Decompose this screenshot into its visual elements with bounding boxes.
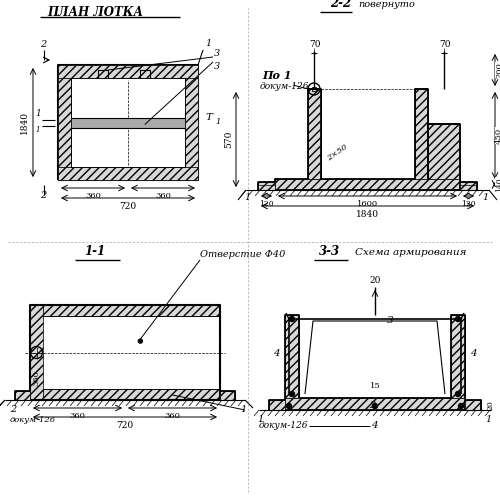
- Text: 4: 4: [470, 350, 476, 358]
- Text: 2×50: 2×50: [326, 143, 349, 163]
- Text: повернуто: повернуто: [358, 0, 415, 9]
- Text: 1600: 1600: [357, 200, 378, 208]
- Bar: [275, 179, 460, 190]
- Text: 720: 720: [120, 202, 136, 211]
- Text: 360: 360: [164, 412, 180, 420]
- Circle shape: [138, 339, 142, 343]
- Text: Отверстие Ф40: Отверстие Ф40: [200, 250, 286, 259]
- Text: 120: 120: [461, 200, 476, 208]
- Bar: [460, 182, 477, 190]
- Text: 2: 2: [40, 40, 46, 49]
- Text: 1: 1: [35, 110, 41, 118]
- Text: 3: 3: [387, 316, 394, 325]
- Text: 2: 2: [40, 191, 46, 200]
- Text: 1840: 1840: [356, 210, 379, 219]
- Text: 3: 3: [214, 62, 220, 71]
- Bar: [58, 78, 71, 167]
- Text: 1: 1: [205, 39, 211, 48]
- Text: 720: 720: [116, 421, 134, 430]
- Text: 140: 140: [495, 177, 500, 192]
- Text: По 1: По 1: [262, 70, 292, 81]
- Text: 20: 20: [486, 400, 494, 410]
- Bar: [220, 391, 235, 400]
- Text: 20: 20: [370, 276, 380, 285]
- Text: докум-126: докум-126: [260, 82, 310, 91]
- Bar: [414, 89, 428, 179]
- Bar: [428, 124, 460, 179]
- Text: 1: 1: [482, 193, 488, 202]
- Circle shape: [458, 404, 464, 408]
- Text: докум-126: докум-126: [10, 416, 56, 424]
- Text: 360: 360: [32, 370, 40, 386]
- Circle shape: [456, 316, 460, 322]
- Text: 2: 2: [369, 401, 375, 410]
- Text: 1: 1: [485, 415, 491, 424]
- Circle shape: [372, 404, 378, 408]
- Text: 1: 1: [244, 193, 250, 202]
- Text: 1840: 1840: [20, 111, 29, 134]
- Bar: [285, 398, 465, 410]
- Text: 1-1: 1-1: [84, 245, 105, 258]
- Bar: [465, 400, 481, 410]
- Circle shape: [290, 392, 294, 396]
- Text: 360: 360: [70, 412, 86, 420]
- Text: 4: 4: [371, 421, 378, 430]
- Text: 3-3: 3-3: [320, 245, 340, 258]
- Text: 360: 360: [85, 192, 101, 200]
- Bar: [71, 118, 185, 128]
- Text: Схема армирования: Схема армирования: [355, 248, 467, 257]
- Bar: [30, 305, 43, 400]
- Bar: [451, 315, 465, 398]
- Bar: [58, 167, 198, 180]
- Text: T: T: [206, 114, 213, 122]
- Bar: [43, 305, 220, 316]
- Text: 120: 120: [259, 200, 274, 208]
- Text: 1: 1: [257, 415, 263, 424]
- Bar: [15, 391, 30, 400]
- Text: 450: 450: [495, 128, 500, 144]
- Bar: [258, 182, 275, 190]
- Text: 2: 2: [10, 405, 16, 414]
- Text: 1: 1: [215, 118, 220, 126]
- Bar: [43, 389, 220, 400]
- Bar: [269, 400, 285, 410]
- Text: 15: 15: [370, 382, 380, 390]
- Text: 570: 570: [224, 131, 233, 148]
- Text: 200: 200: [495, 62, 500, 78]
- Text: 3: 3: [214, 49, 220, 58]
- Text: докум-126: докум-126: [259, 421, 308, 430]
- Text: 360: 360: [155, 192, 171, 200]
- Bar: [308, 89, 320, 179]
- Circle shape: [286, 404, 292, 408]
- Text: 1: 1: [240, 405, 246, 414]
- Text: ПЛАН ЛОТКА: ПЛАН ЛОТКА: [47, 6, 143, 18]
- Text: 70: 70: [309, 40, 320, 49]
- Bar: [58, 65, 198, 78]
- Text: 4: 4: [273, 350, 280, 358]
- Bar: [185, 78, 198, 167]
- Circle shape: [290, 316, 294, 322]
- Text: 70: 70: [439, 40, 450, 49]
- Text: 2-2: 2-2: [330, 0, 351, 10]
- Circle shape: [456, 392, 460, 396]
- Text: 1: 1: [36, 126, 40, 134]
- Bar: [285, 315, 299, 398]
